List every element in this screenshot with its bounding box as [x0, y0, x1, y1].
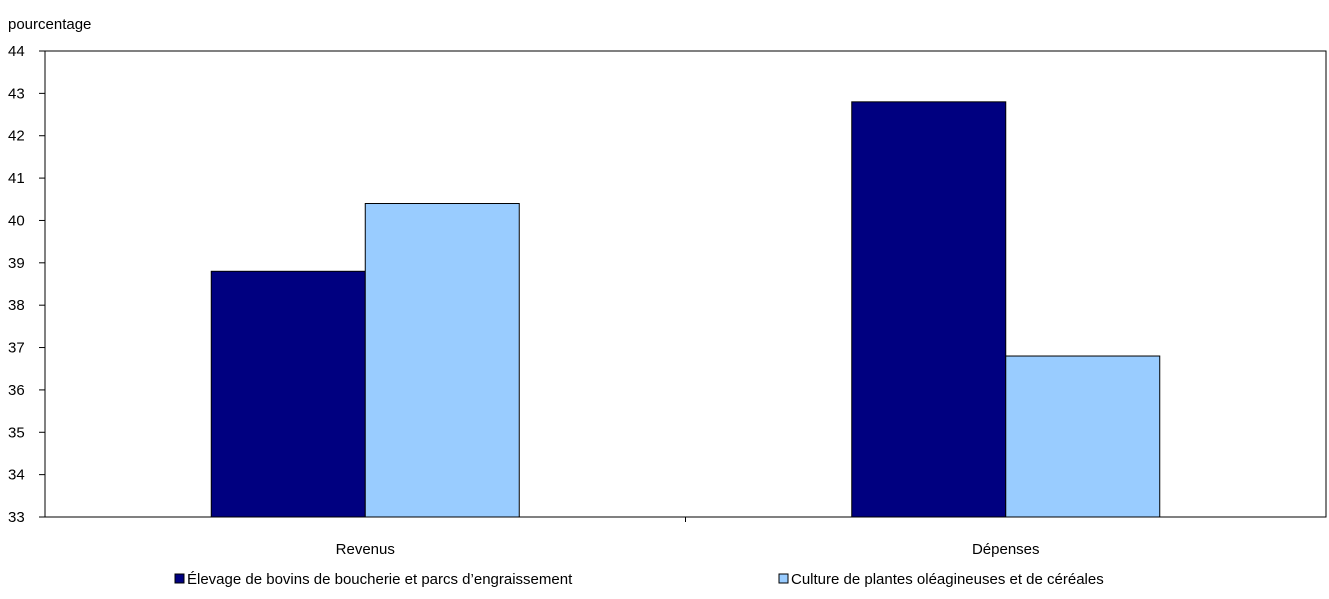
- y-axis-title: pourcentage: [8, 16, 91, 33]
- legend: Élevage de bovins de boucherie et parcs …: [174, 571, 1104, 588]
- y-tick-label: 33: [8, 509, 25, 526]
- legend-label: Élevage de bovins de boucherie et parcs …: [187, 571, 573, 588]
- y-tick-label: 43: [8, 85, 25, 102]
- y-tick-label: 34: [8, 467, 25, 484]
- bar-bovins-depenses: [851, 101, 1007, 518]
- y-tick-label: 38: [8, 297, 25, 314]
- x-axis: Revenus Dépenses: [336, 517, 1040, 558]
- x-category-label: Revenus: [336, 541, 395, 558]
- y-tick-label: 41: [8, 170, 25, 187]
- y-tick-label: 42: [8, 128, 25, 145]
- legend-label: Culture de plantes oléagineuses et de cé…: [791, 571, 1104, 588]
- legend-swatch: [778, 573, 789, 584]
- y-tick-label: 40: [8, 212, 25, 229]
- y-tick-label: 37: [8, 340, 25, 357]
- x-category-label: Dépenses: [972, 541, 1040, 558]
- bar-cereales-revenus: [364, 203, 520, 518]
- y-tick-label: 36: [8, 382, 25, 399]
- bar-series-group: [210, 101, 1161, 518]
- y-tick-label: 39: [8, 255, 25, 272]
- y-tick-label: 44: [8, 43, 25, 60]
- bar-cereales-depenses: [1005, 355, 1161, 518]
- y-axis: 33 34 35 36 37 38 39 40 41 42 43 44: [8, 43, 45, 526]
- bar-bovins-revenus: [210, 270, 366, 518]
- legend-swatch: [174, 573, 185, 584]
- y-tick-label: 35: [8, 424, 25, 441]
